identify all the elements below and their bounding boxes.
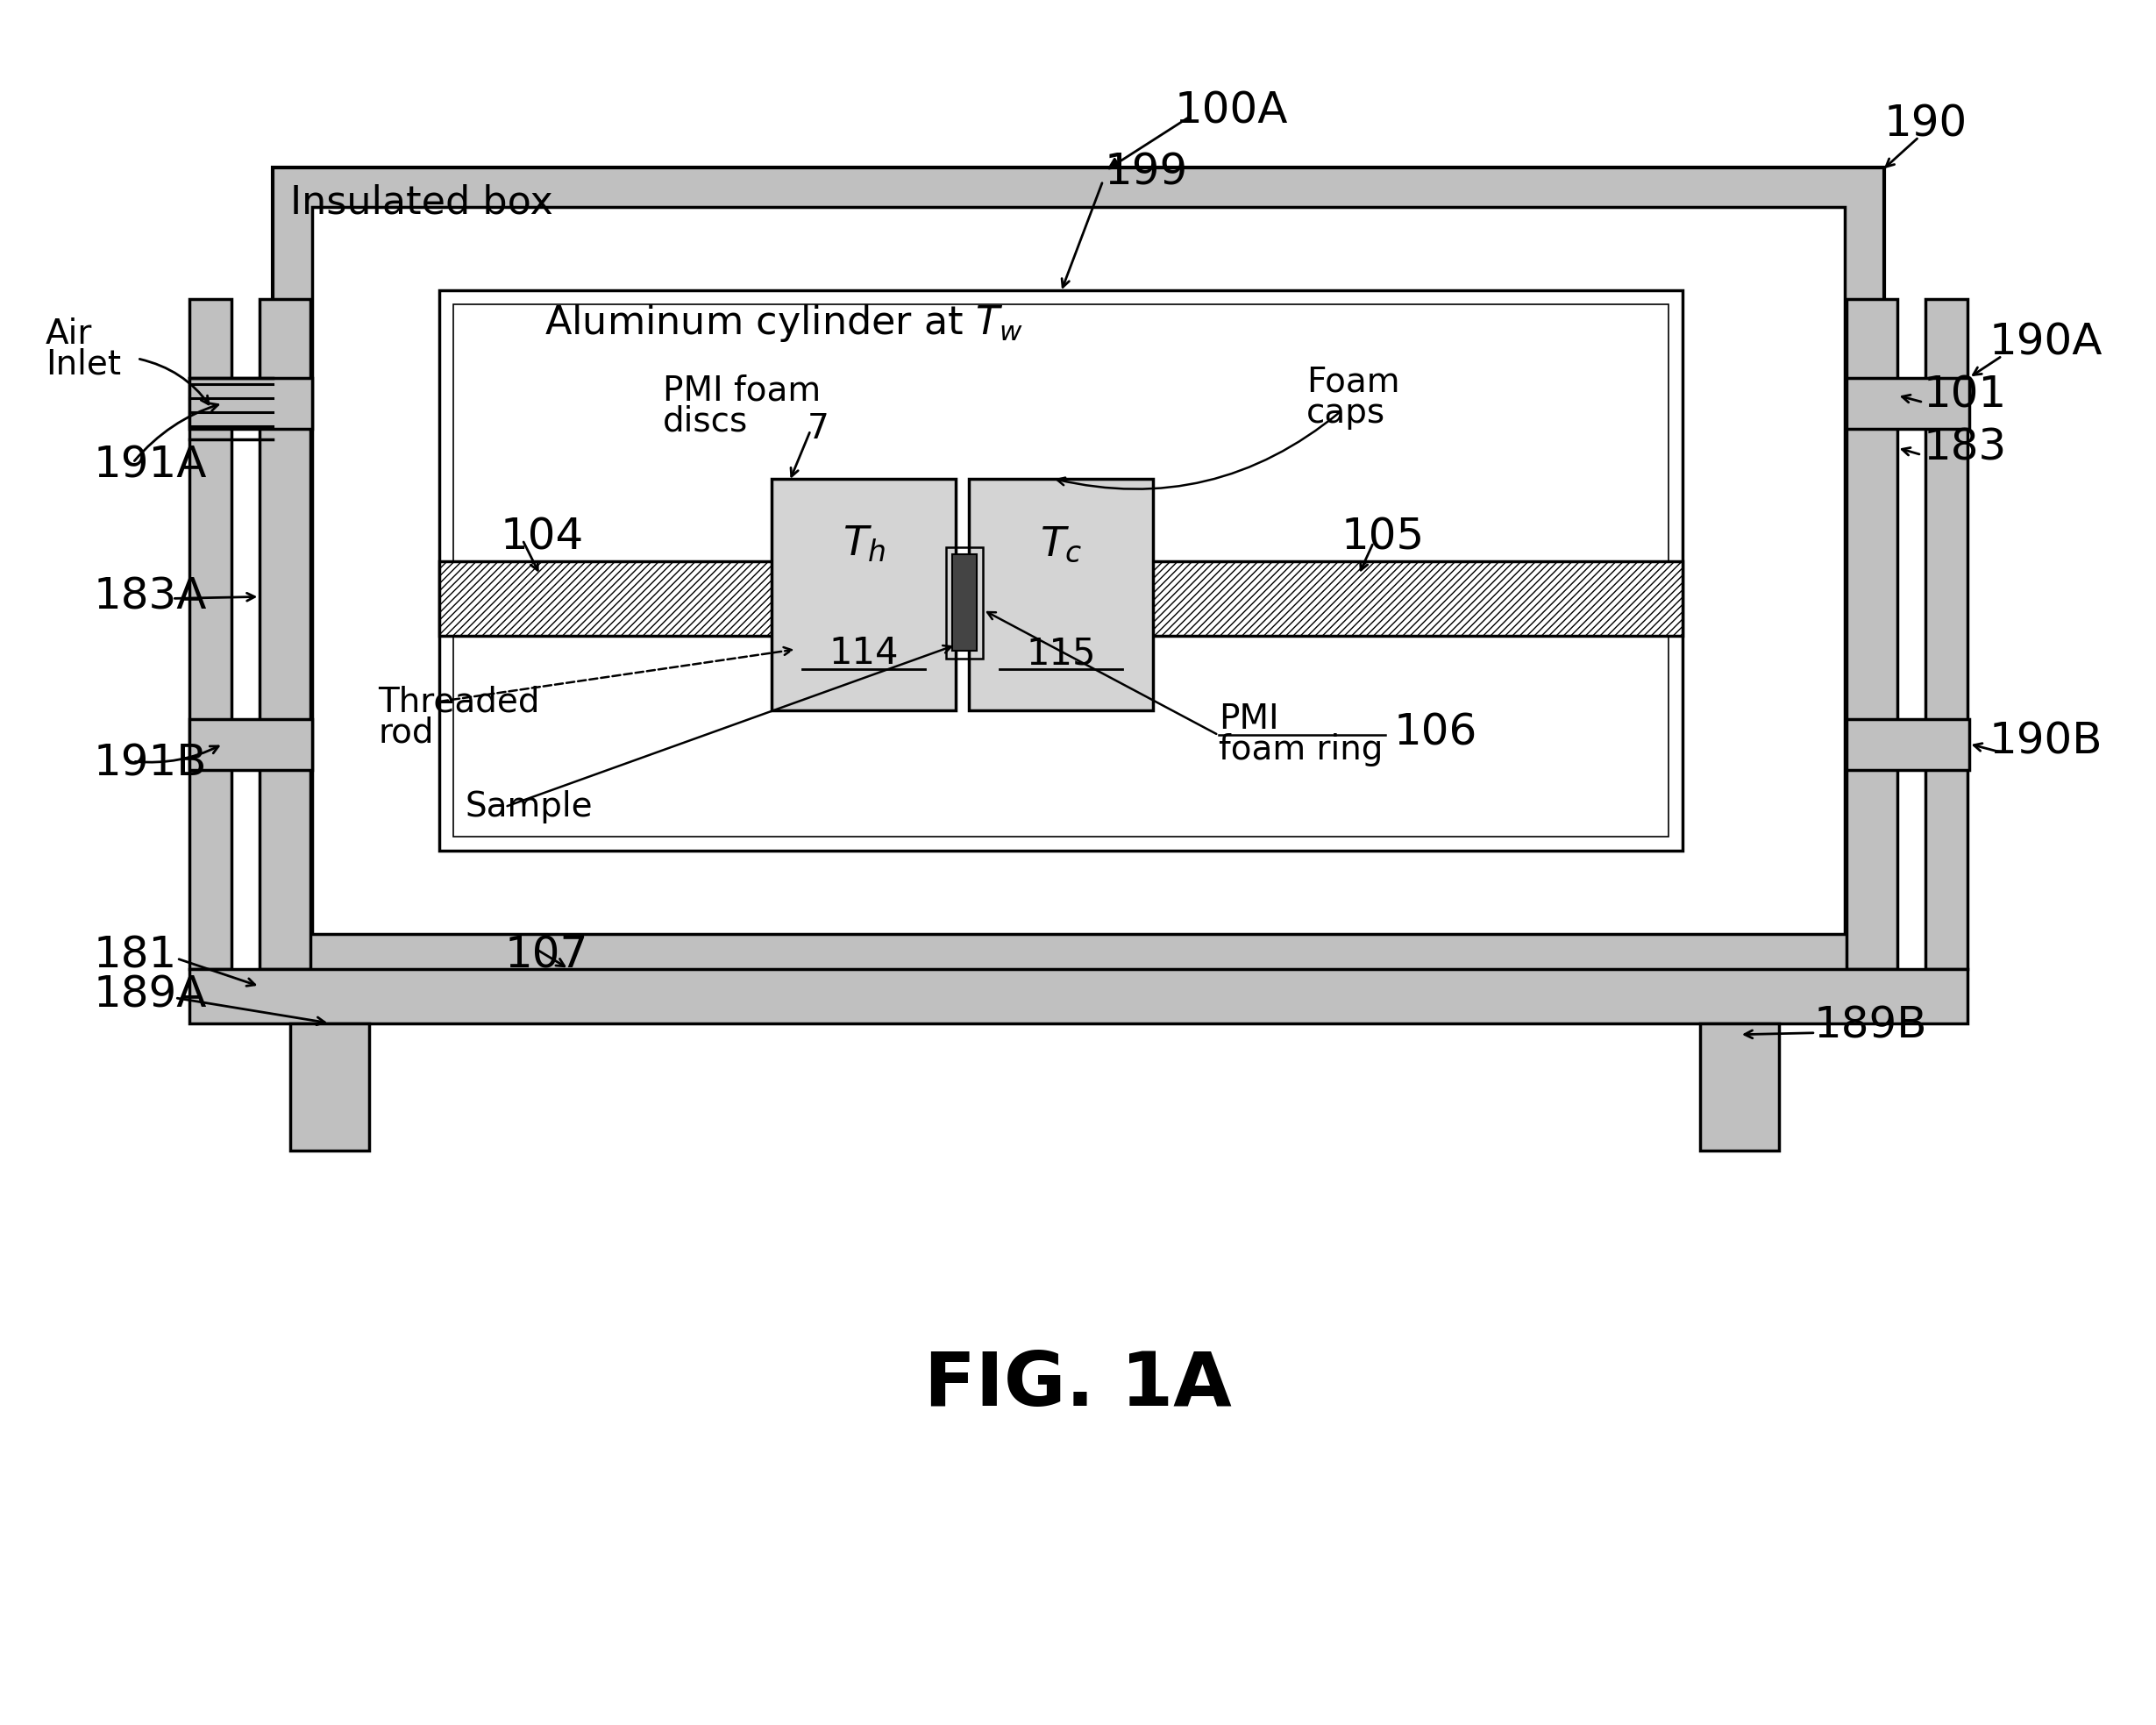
Text: $T_h$: $T_h$ <box>843 524 886 564</box>
Text: Sample: Sample <box>466 790 593 823</box>
Bar <box>1846 298 1897 969</box>
Text: Foam: Foam <box>1307 366 1399 398</box>
Text: 101: 101 <box>1923 374 2007 416</box>
Bar <box>953 555 977 650</box>
Text: foam ring: foam ring <box>1218 733 1382 766</box>
Text: 100A: 100A <box>1175 90 1289 131</box>
Text: 189A: 189A <box>93 975 207 1016</box>
Bar <box>1846 719 1968 769</box>
Text: FIG. 1A: FIG. 1A <box>923 1349 1231 1421</box>
Bar <box>440 562 1682 637</box>
Text: 104: 104 <box>500 516 584 559</box>
Text: 105: 105 <box>1341 516 1425 559</box>
Text: 183: 183 <box>1923 426 2007 469</box>
Text: 115: 115 <box>1026 635 1095 673</box>
Text: Air: Air <box>45 317 93 350</box>
Text: Insulated box: Insulated box <box>291 185 554 221</box>
Text: 191B: 191B <box>93 742 207 785</box>
Text: 189B: 189B <box>1813 1004 1927 1047</box>
Text: 106: 106 <box>1393 711 1477 754</box>
Text: 190B: 190B <box>1990 719 2102 762</box>
Text: 107: 107 <box>505 935 589 976</box>
Bar <box>274 167 1884 973</box>
Bar <box>946 547 983 659</box>
Text: discs: discs <box>662 405 748 438</box>
Text: rod: rod <box>377 716 433 749</box>
Text: 190: 190 <box>1884 104 1968 145</box>
Text: 199: 199 <box>1104 152 1188 193</box>
Bar <box>261 298 310 969</box>
Text: 190A: 190A <box>1990 321 2102 364</box>
Bar <box>1925 298 1966 969</box>
Text: 181: 181 <box>93 935 177 976</box>
Text: Inlet: Inlet <box>45 348 121 381</box>
Bar <box>190 969 1966 1023</box>
Text: Threaded: Threaded <box>377 685 539 719</box>
Bar <box>190 719 313 769</box>
Text: caps: caps <box>1307 397 1384 430</box>
Bar <box>190 298 233 969</box>
Bar <box>313 207 1846 933</box>
Text: 183A: 183A <box>93 576 207 618</box>
Bar <box>772 478 955 711</box>
Bar <box>440 290 1682 850</box>
Text: Aluminum cylinder at $T_w$: Aluminum cylinder at $T_w$ <box>543 304 1024 343</box>
Bar <box>1701 1023 1779 1151</box>
Text: 191A: 191A <box>93 445 207 486</box>
Bar <box>1846 378 1968 428</box>
Text: $T_c$: $T_c$ <box>1039 524 1082 564</box>
Text: 114: 114 <box>830 635 899 673</box>
Bar <box>291 1023 369 1151</box>
Text: PMI foam: PMI foam <box>662 374 821 407</box>
Bar <box>453 304 1669 837</box>
Text: PMI: PMI <box>1218 702 1279 737</box>
Bar <box>968 478 1153 711</box>
Bar <box>190 378 313 428</box>
Text: 7: 7 <box>806 412 828 445</box>
